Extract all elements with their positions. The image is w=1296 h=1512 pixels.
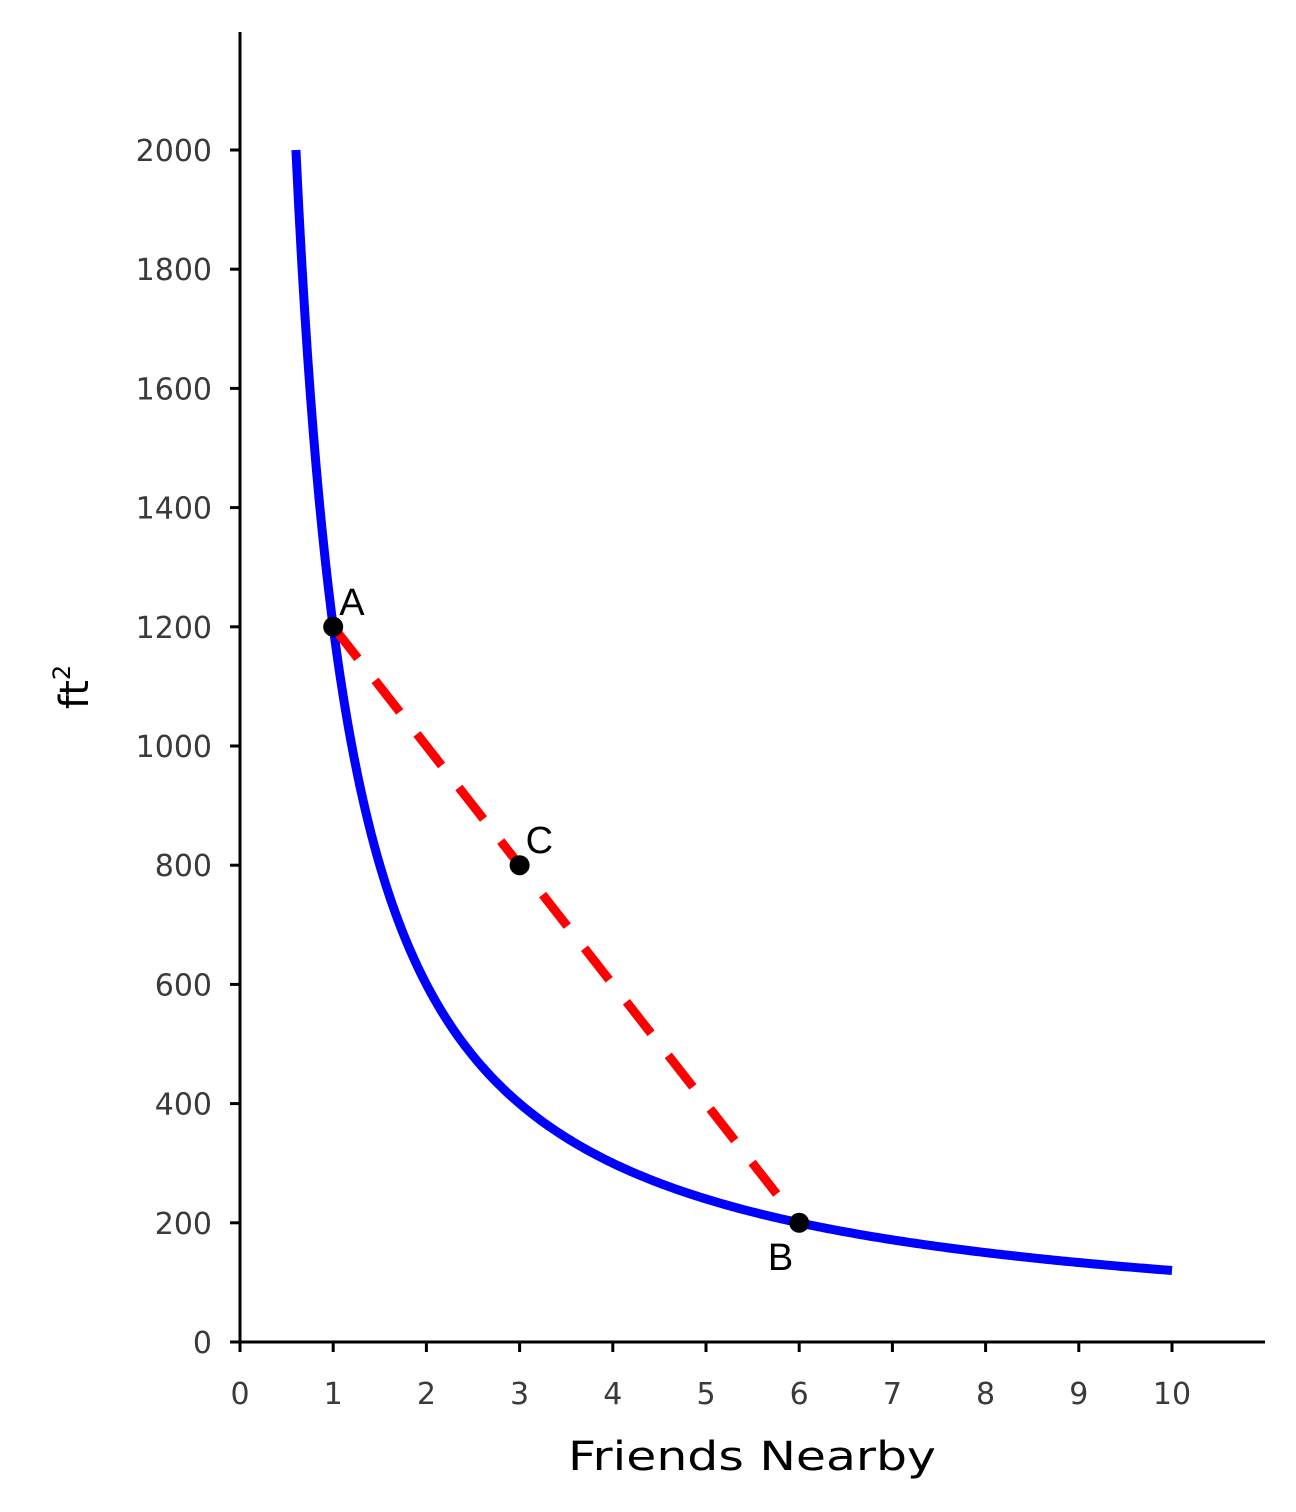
point-b-label: B: [768, 1237, 793, 1279]
point-b-marker: [789, 1212, 810, 1233]
y-axis-title: ft2: [48, 665, 98, 709]
x-tick-label: 4: [603, 1377, 622, 1412]
y-tick-label: 1400: [136, 492, 212, 527]
y-axis-title-base: ft: [52, 680, 98, 709]
x-axis-title: Friends Nearby: [568, 1434, 936, 1480]
y-tick-label: 1800: [136, 253, 212, 288]
point-c-label: C: [526, 820, 553, 862]
x-tick-label: 7: [883, 1377, 902, 1412]
x-tick-label: 6: [790, 1377, 809, 1412]
point-c-marker: [509, 855, 530, 876]
x-tick-label: 0: [230, 1377, 249, 1412]
x-tick-label: 9: [1069, 1377, 1088, 1412]
y-tick-label: 600: [155, 968, 212, 1003]
ticks-layer: 0 1 2 3 4 5 6 7 8 9 10 0 200 400 600 800 1000 1200 1400 160…: [136, 134, 1191, 1412]
y-tick-label: 1200: [136, 611, 212, 646]
y-tick-label: 1000: [136, 730, 212, 765]
x-tick-label: 2: [417, 1377, 436, 1412]
x-tick-label: 5: [696, 1377, 715, 1412]
y-tick-label: 800: [155, 849, 212, 884]
y-axis-title-superscript: 2: [48, 665, 76, 680]
y-tick-label: 200: [155, 1207, 212, 1242]
x-tick-label: 10: [1153, 1377, 1191, 1412]
points-layer: A C B: [323, 582, 810, 1279]
x-tick-label: 1: [324, 1377, 343, 1412]
x-tick-label: 3: [510, 1377, 529, 1412]
x-tick-label: 8: [976, 1377, 995, 1412]
y-tick-label: 1600: [136, 372, 212, 407]
indifference-curve-line: [291, 149, 1173, 1275]
y-tick-label: 0: [193, 1326, 212, 1361]
budget-line-dashed: [329, 624, 803, 1226]
point-a-marker: [323, 616, 344, 637]
y-tick-label: 2000: [136, 134, 212, 169]
point-a-label: A: [339, 582, 365, 624]
series-layer: [291, 149, 1173, 1275]
y-tick-label: 400: [155, 1088, 212, 1123]
